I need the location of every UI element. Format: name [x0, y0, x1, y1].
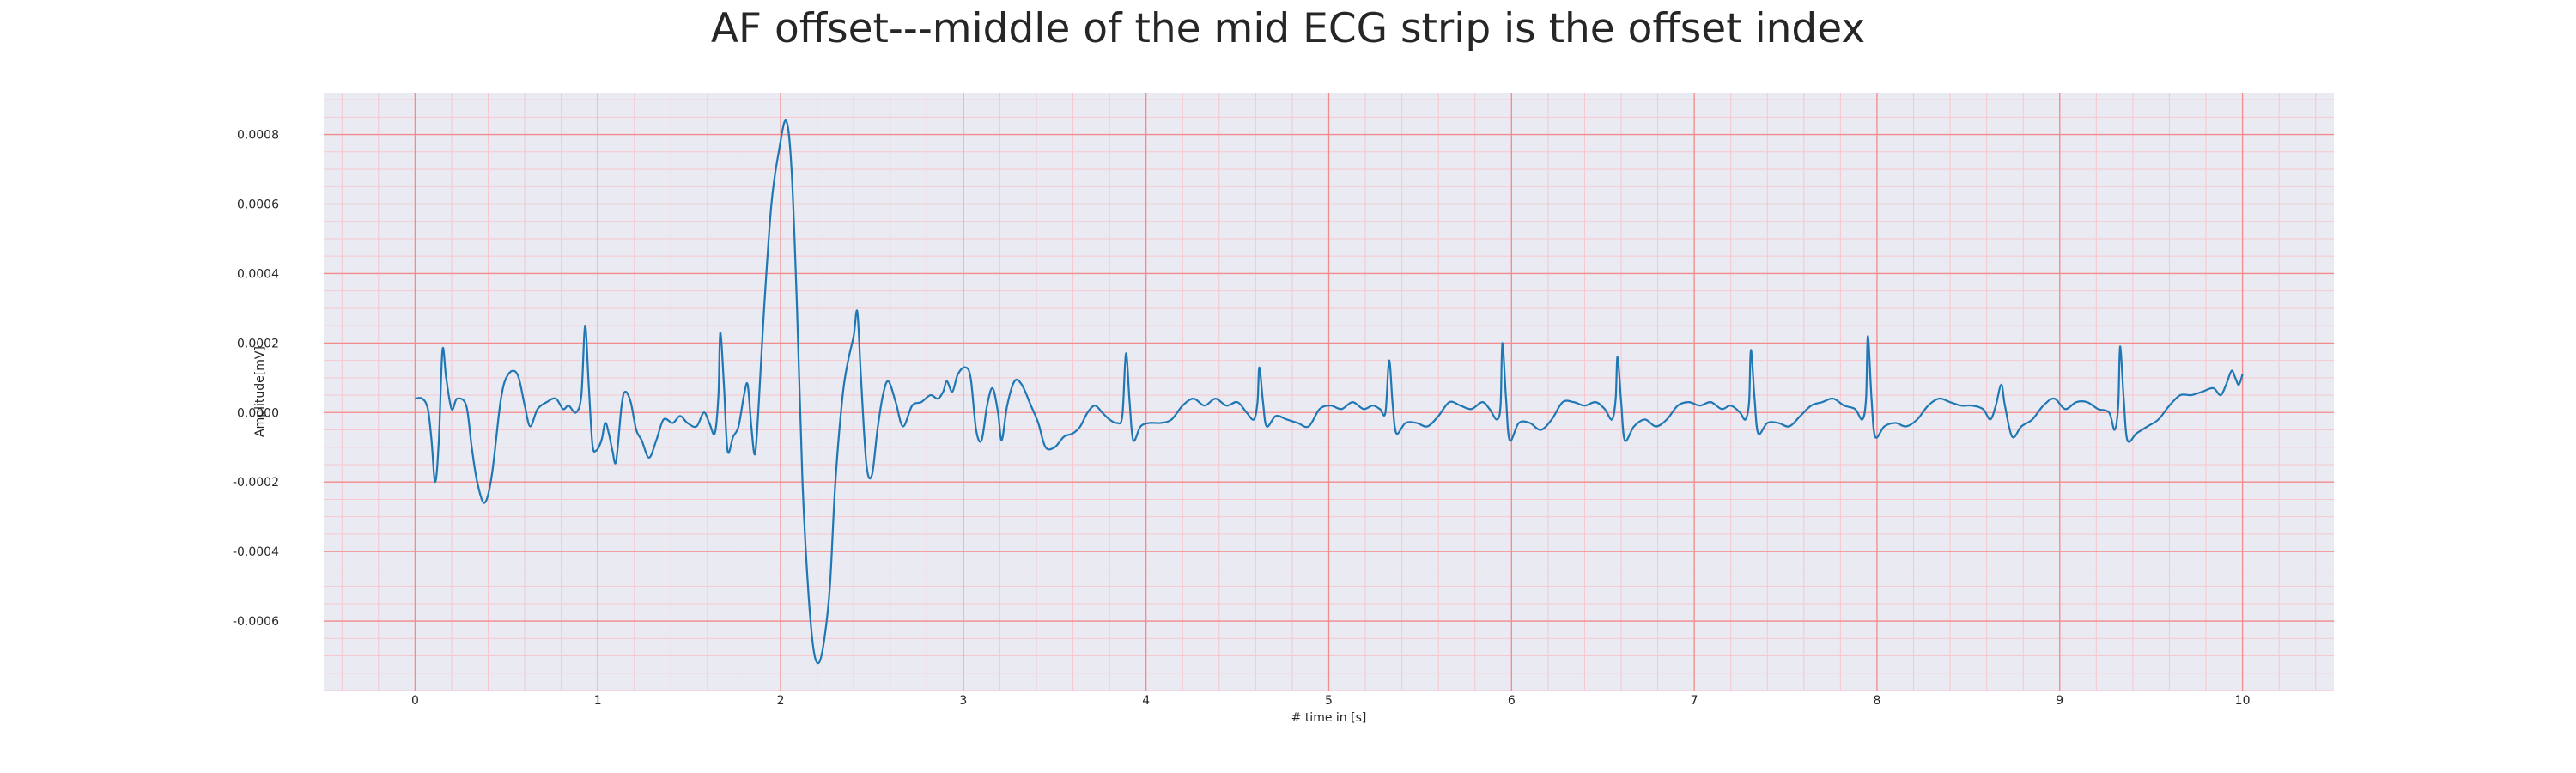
x-tick-label: 4	[1142, 694, 1150, 708]
y-axis-ticks: -0.0006 -0.0004 -0.0002 0.0000 0.0002 0.0004 0…	[233, 129, 279, 630]
y-tick-label: 0.0008	[237, 129, 279, 143]
x-tick-label: 3	[959, 694, 967, 708]
series-layer	[415, 119, 2244, 665]
y-tick-label: 0.0002	[237, 337, 279, 350]
y-tick-label: 0.0000	[237, 406, 279, 420]
ecg-series-line	[415, 119, 2244, 665]
y-tick-label: 0.0004	[237, 267, 279, 281]
major-grid	[324, 93, 2334, 691]
x-tick-label: 9	[2056, 694, 2063, 708]
y-tick-label: 0.0006	[237, 198, 279, 211]
y-tick-label: -0.0002	[233, 476, 279, 490]
x-axis-ticks: 0 1 2 3 4 5 6 7 8 9 10	[411, 694, 2251, 708]
x-tick-label: 0	[411, 694, 419, 708]
y-tick-label: -0.0004	[233, 545, 279, 559]
x-tick-label: 6	[1508, 694, 1516, 708]
chart-title: AF offset---middle of the mid ECG strip …	[710, 5, 1866, 52]
x-tick-label: 8	[1873, 694, 1880, 708]
y-axis-label: Amplitude[mV]	[253, 346, 267, 437]
y-tick-label: -0.0006	[233, 615, 279, 629]
x-tick-label: 1	[594, 694, 602, 708]
x-tick-label: 7	[1691, 694, 1698, 708]
x-tick-label: 5	[1325, 694, 1333, 708]
x-axis-label: # time in [s]	[1291, 711, 1367, 725]
x-tick-label: 2	[777, 694, 785, 708]
x-tick-label: 10	[2235, 694, 2251, 708]
